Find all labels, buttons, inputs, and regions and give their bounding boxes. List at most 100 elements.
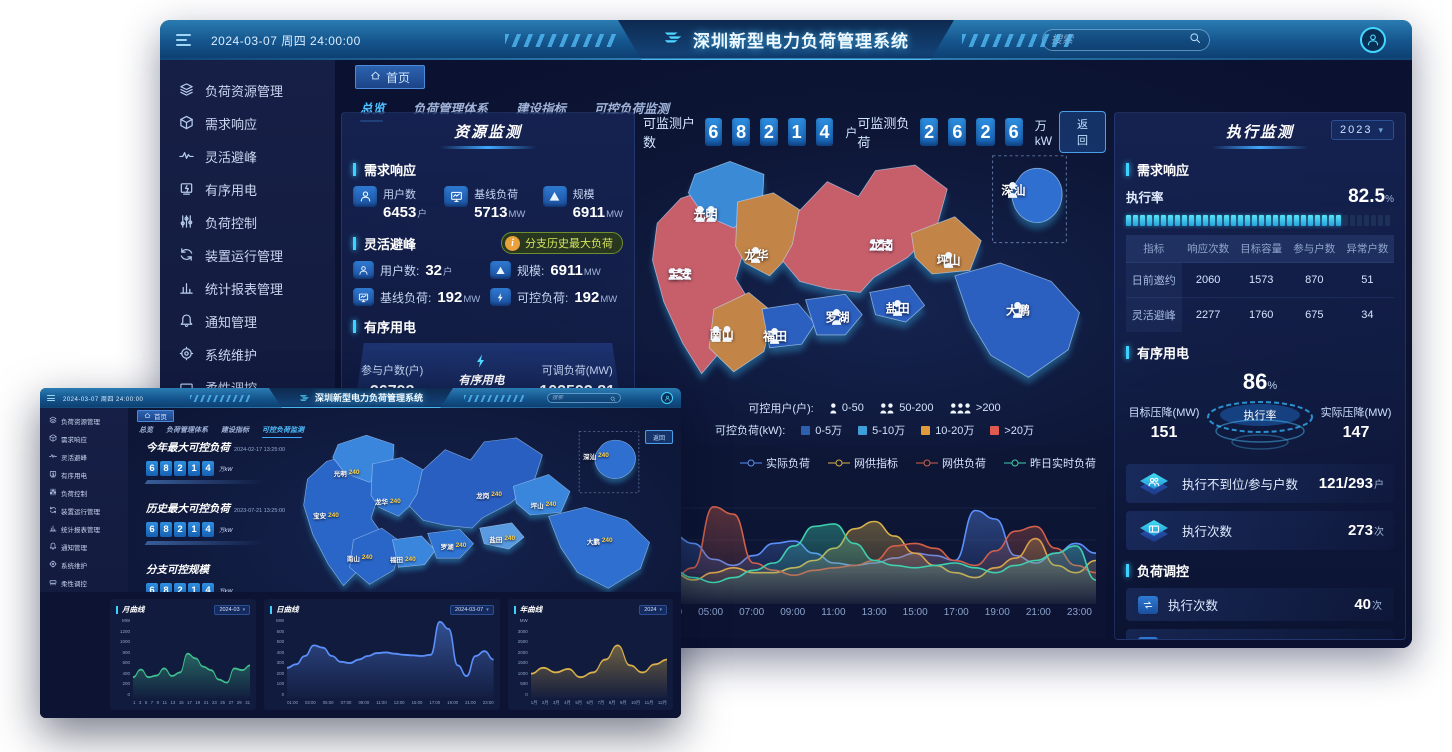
district-龙岗[interactable] [408, 437, 543, 529]
district-label-龙岗[interactable]: 龙岗 240 [476, 491, 503, 500]
district-label-龙华[interactable]: 龙华 [744, 246, 769, 263]
district-label-宝安[interactable]: 宝安 [668, 267, 693, 282]
district-福田[interactable] [392, 535, 436, 568]
district-罗湖[interactable] [804, 293, 863, 336]
swap-icon [1138, 595, 1158, 614]
meter-icon [179, 181, 194, 199]
district-label-福田[interactable]: 福田 [762, 328, 787, 345]
district-label-盐田[interactable]: 盐田 [885, 299, 910, 316]
district-label-盐田[interactable]: 盐田 240 [489, 535, 516, 544]
tab-3[interactable]: 可控负荷监测 [262, 425, 304, 438]
user-avatar[interactable] [1360, 27, 1386, 53]
district-大鹏[interactable] [548, 506, 650, 589]
date-select[interactable]: 2024 ▾ [639, 604, 667, 615]
ticket-icon [1136, 517, 1172, 544]
load-control-row: 参与户数30户 [1126, 629, 1394, 639]
tab-2[interactable]: 建设指标 [221, 427, 249, 434]
district-大鹏[interactable] [954, 262, 1081, 378]
search-icon[interactable] [1189, 31, 1201, 49]
district-龙华[interactable] [370, 457, 425, 517]
search-box[interactable] [547, 393, 621, 403]
sidebar-item-sync[interactable]: 装置运行管理 [40, 502, 128, 520]
sidebar-item-wave[interactable]: 灵活避峰 [160, 140, 335, 173]
district-label-深汕[interactable]: 深汕 240 [583, 452, 609, 461]
district-罗湖[interactable] [427, 529, 474, 559]
sidebar-item-sync[interactable]: 装置运行管理 [160, 239, 335, 272]
district-label-光明[interactable]: 光明 [693, 206, 718, 222]
shenzhen-map: 宝安 光明 龙华 龙岗 坪山 南山 福田 罗湖 盐田 大鹏 深汕 [643, 154, 1106, 394]
search-icon[interactable] [610, 389, 616, 407]
district-南山[interactable] [708, 291, 774, 373]
district-label-深汕[interactable]: 深汕 [1001, 182, 1026, 198]
year-select[interactable]: 2023 ▾ [1330, 120, 1394, 140]
sidebar-item-cube[interactable]: 需求响应 [160, 107, 335, 140]
district-坪山[interactable] [910, 216, 982, 275]
digit-box: 6 [1004, 118, 1023, 146]
district-label-福田[interactable]: 福田 240 [389, 555, 416, 565]
district-南山[interactable] [349, 527, 402, 585]
search-box[interactable] [1042, 29, 1210, 51]
district-深汕[interactable] [594, 439, 636, 479]
district-坪山[interactable] [512, 474, 571, 516]
district-label-龙华[interactable]: 龙华 240 [374, 497, 401, 507]
sliders-icon [179, 214, 194, 232]
sidebar-item-device[interactable]: 柔性调控 [40, 574, 128, 592]
district-龙岗[interactable] [782, 164, 948, 293]
legend-series[interactable]: 实际负荷 [740, 455, 810, 471]
district-label-罗湖[interactable]: 罗湖 [825, 309, 850, 326]
digit-box: 8 [732, 118, 751, 146]
district-label-龙岗[interactable]: 龙岗 [869, 238, 894, 253]
sidebar-item-sliders[interactable]: 负荷控制 [160, 206, 335, 239]
sidebar-item-gear[interactable]: 系统维护 [160, 338, 335, 371]
district-label-坪山[interactable]: 坪山 240 [530, 501, 557, 510]
sidebar-item-sliders[interactable]: 负荷控制 [40, 484, 128, 502]
search-input[interactable] [552, 395, 610, 401]
user-icon [353, 186, 377, 207]
district-label-光明[interactable]: 光明 240 [333, 469, 360, 478]
resource-stat: 用户数 6453户 [353, 186, 427, 221]
sidebar-item-chart[interactable]: 统计报表管理 [160, 272, 335, 305]
tab-0[interactable]: 总览 [139, 427, 153, 434]
district-龙华[interactable] [735, 192, 803, 277]
sidebar-item-bell[interactable]: 通知管理 [40, 538, 128, 556]
sidebar-item-cube[interactable]: 需求响应 [40, 430, 128, 448]
district-盐田[interactable] [479, 522, 525, 550]
sidebar-item-gear[interactable]: 系统维护 [40, 556, 128, 574]
district-label-大鹏[interactable]: 大鹏 [1006, 302, 1031, 318]
sidebar-item-layers[interactable]: 负荷资源管理 [160, 74, 335, 107]
sidebar-item-meter[interactable]: 有序用电 [160, 173, 335, 206]
date-select[interactable]: 2024-03-07 ▾ [450, 604, 494, 615]
center-column: 可监测户数 6 8 2 1 4 户 可监测负荷 2 6 2 6 万kW 返回 宝安 光明 龙华 龙岗 … [643, 111, 1106, 640]
user-avatar[interactable] [661, 392, 673, 404]
digit-box: 2 [976, 118, 995, 146]
legend-series[interactable]: 昨日实时负荷 [1004, 455, 1096, 471]
back-button[interactable]: 返回 [644, 430, 673, 444]
back-button[interactable]: 返回 [1058, 111, 1106, 153]
district-label-南山[interactable]: 南山 240 [346, 554, 373, 563]
sidebar-item-chart[interactable]: 统计报表管理 [40, 520, 128, 538]
district-福田[interactable] [761, 303, 816, 349]
legend-series[interactable]: 网供指标 [828, 455, 898, 471]
orderly-gauge-block: 目标压降(MW) 151 86% 执行率 [1126, 369, 1394, 456]
district-label-坪山[interactable]: 坪山 [936, 251, 961, 268]
sidebar-item-wave[interactable]: 灵活避峰 [40, 448, 128, 466]
sidebar-item-meter[interactable]: 有序用电 [40, 466, 128, 484]
legend-series[interactable]: 网供负荷 [916, 455, 986, 471]
search-input[interactable] [1051, 34, 1189, 46]
tab-home[interactable]: 首页 [355, 65, 426, 89]
header-stripes-left [190, 395, 250, 402]
small-stat-block: 历史最大可控负荷 2023-07-21 13:25:00 6 8 2 1 4 万kW [144, 499, 306, 545]
meter-icon [49, 470, 57, 480]
menu-icon[interactable] [176, 34, 191, 46]
sidebar-item-layers[interactable]: 负荷资源管理 [40, 412, 128, 430]
tab-home[interactable]: 首页 [137, 410, 174, 422]
sidebar-item-bell[interactable]: 通知管理 [160, 305, 335, 338]
district-label-南山[interactable]: 南山 [709, 326, 734, 342]
district-label-大鹏[interactable]: 大鹏 240 [586, 537, 613, 546]
menu-icon[interactable] [47, 395, 55, 401]
district-label-罗湖[interactable]: 罗湖 240 [440, 542, 467, 551]
district-label-宝安[interactable]: 宝安 240 [313, 511, 339, 521]
tab-1[interactable]: 负荷管理体系 [166, 427, 208, 434]
exec-stat-row: 执行次数 273次 [1126, 511, 1394, 550]
date-select[interactable]: 2024-03 ▾ [214, 604, 251, 615]
